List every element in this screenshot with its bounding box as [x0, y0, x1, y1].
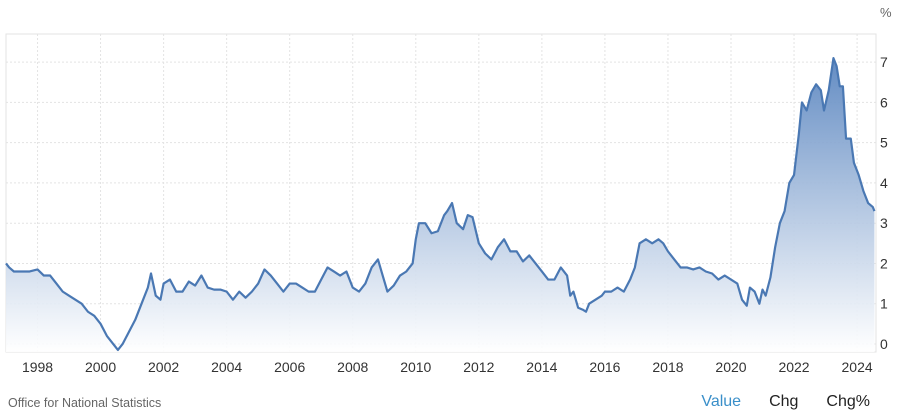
series-line [5, 57, 876, 352]
y-tick-label: 7 [880, 54, 888, 70]
x-tick-label: 2010 [400, 359, 431, 375]
source-label: Office for National Statistics [8, 396, 162, 410]
x-tick-label: 2002 [148, 359, 179, 375]
y-tick-label: 6 [880, 94, 888, 110]
series-area [6, 58, 875, 353]
x-tick-label: 1998 [22, 359, 53, 375]
tab-chg-percent[interactable]: Chg% [826, 393, 870, 410]
x-tick-label: 2006 [274, 359, 305, 375]
y-unit-label: % [880, 5, 892, 20]
tab-value[interactable]: Value [701, 393, 742, 410]
x-tick-label: 2020 [715, 359, 746, 375]
x-axis: 1998 2000 2002 2004 2006 2008 2010 2012 2014 2016… [22, 359, 873, 375]
view-tabs: Value Chg Chg% [673, 393, 870, 411]
x-tick-label: 2012 [463, 359, 494, 375]
tab-chg[interactable]: Chg [769, 393, 799, 410]
x-tick-label: 2004 [211, 359, 242, 375]
y-axis: 0 1 2 3 4 5 6 7 [880, 54, 888, 352]
x-tick-label: 2024 [842, 359, 873, 375]
x-tick-label: 2014 [526, 359, 557, 375]
y-tick-label: 2 [880, 255, 888, 271]
y-tick-label: 4 [880, 175, 888, 191]
x-tick-label: 2018 [652, 359, 683, 375]
x-tick-label: 2016 [589, 359, 620, 375]
x-tick-label: 2022 [778, 359, 809, 375]
x-tick-label: 2008 [337, 359, 368, 375]
y-tick-label: 5 [880, 135, 888, 151]
y-tick-label: 3 [880, 215, 888, 231]
x-tick-label: 2000 [85, 359, 116, 375]
y-tick-label: 1 [880, 296, 888, 312]
y-tick-label: 0 [880, 336, 888, 352]
